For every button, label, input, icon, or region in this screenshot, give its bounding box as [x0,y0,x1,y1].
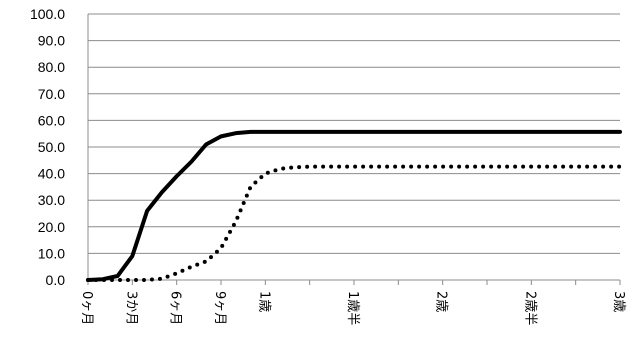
y-tick-label: 10.0 [38,245,65,261]
y-tick-label: 40.0 [38,166,65,182]
y-tick-label: 0.0 [46,272,66,288]
x-tick-label: 2歳半 [522,291,537,325]
x-axis-tick-labels: 0ヶ月 3か月 6ヶ月 9ヶ月 1歳 1歳半 2歳 2歳半 3歳 [79,291,626,325]
y-tick-label: 30.0 [38,192,65,208]
x-tick-label: 0ヶ月 [79,291,94,325]
x-tick-label: 3か月 [123,291,138,325]
y-tick-label: 100.0 [30,6,65,22]
x-tick-label: 2歳 [434,291,449,312]
x-tick-label: 1歳半 [345,291,360,325]
y-tick-label: 70.0 [38,86,65,102]
y-tick-label: 20.0 [38,219,65,235]
x-tick-label: 6ヶ月 [168,291,183,325]
y-tick-label: 60.0 [38,112,65,128]
series-line-dotted [86,164,622,282]
y-tick-label: 80.0 [38,59,65,75]
x-tick-label: 1歳 [256,291,271,312]
y-tick-label: 90.0 [38,33,65,49]
y-tick-label: 50.0 [38,139,65,155]
x-tick-label: 9ヶ月 [212,291,227,325]
axes [87,14,621,285]
y-axis-tick-labels: 0.0 10.0 20.0 30.0 40.0 50.0 60.0 70.0 80.0 90.0 1… [30,6,65,288]
x-tick-label: 3歳 [611,291,626,312]
series-line-solid [86,129,622,282]
series-lines [86,129,622,282]
